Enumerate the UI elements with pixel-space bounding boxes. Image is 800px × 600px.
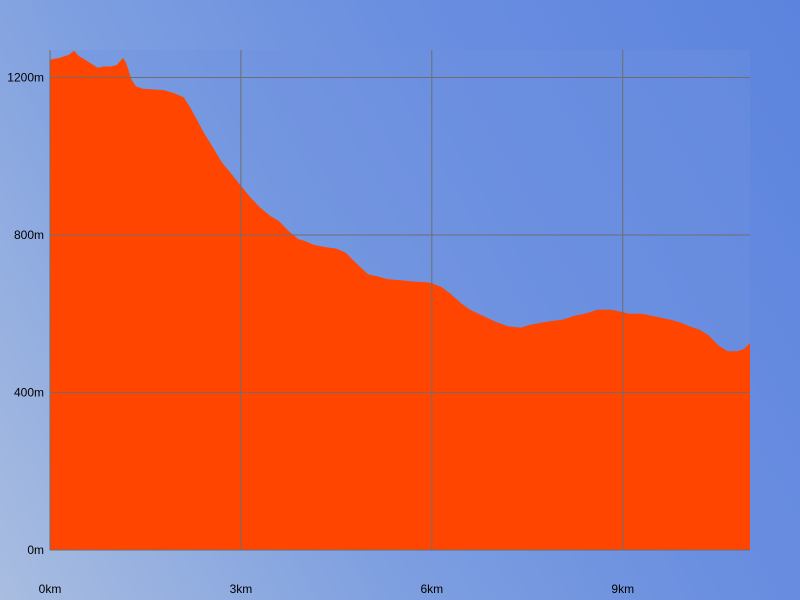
x-tick-label: 6km: [420, 582, 443, 596]
gridlines: [49, 50, 750, 551]
y-tick-label: 0m: [27, 543, 44, 557]
elevation-area: [50, 50, 750, 551]
x-tick-label: 3km: [230, 582, 253, 596]
y-tick-label: 800m: [14, 228, 44, 242]
y-tick-label: 1200m: [7, 71, 44, 85]
y-tick-label: 400m: [14, 386, 44, 400]
x-tick-label: 9km: [611, 582, 634, 596]
x-axis-ticks: 0km 3km 6km 9km: [39, 582, 634, 596]
x-tick-label: 0km: [39, 582, 62, 596]
y-axis-ticks: 0m 400m 800m 1200m: [7, 71, 44, 557]
